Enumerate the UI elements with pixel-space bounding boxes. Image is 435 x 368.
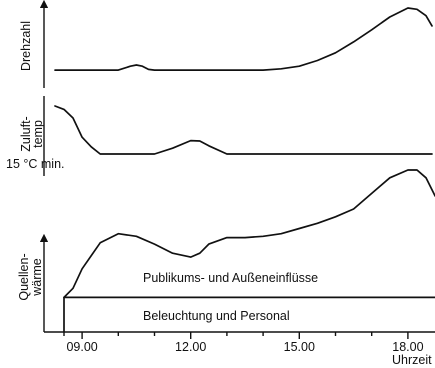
x-tick-label-2: 15.00 bbox=[284, 340, 315, 354]
panel-quellenwaerme: Quellen- wärme 09.00 12.00 15.00 18.00 Uhrz… bbox=[17, 169, 435, 367]
x-tick-label-0: 09.00 bbox=[66, 340, 97, 354]
drehzahl-line bbox=[54, 7, 433, 71]
quellen-total-line bbox=[63, 169, 435, 299]
annotation-public: Publikums- und Außeneinflüsse bbox=[143, 271, 318, 285]
x-ticks: 09.00 12.00 15.00 18.00 bbox=[63, 332, 424, 354]
x-tick-label-3: 18.00 bbox=[392, 340, 423, 354]
zuluft-y-label-line-1: Zuluft- bbox=[19, 116, 33, 151]
zuluft-annotation: 15 °C min. bbox=[6, 157, 65, 171]
quellen-y-label-line-2: wärme bbox=[30, 258, 44, 297]
zuluft-y-label-line-2: temp bbox=[31, 120, 45, 148]
x-tick-label-1: 12.00 bbox=[175, 340, 206, 354]
drehzahl-y-label: Drehzahl bbox=[19, 21, 33, 71]
zuluft-line bbox=[54, 105, 433, 155]
panel-drehzahl: Drehzahl bbox=[19, 0, 433, 88]
quellen-y-label-line-1: Quellen- bbox=[17, 253, 31, 300]
annotation-lighting: Beleuchtung und Personal bbox=[143, 309, 290, 323]
x-axis-label: Uhrzeit bbox=[392, 353, 432, 367]
panel-zuluft: Zuluft- temp 15 °C min. bbox=[6, 96, 433, 176]
